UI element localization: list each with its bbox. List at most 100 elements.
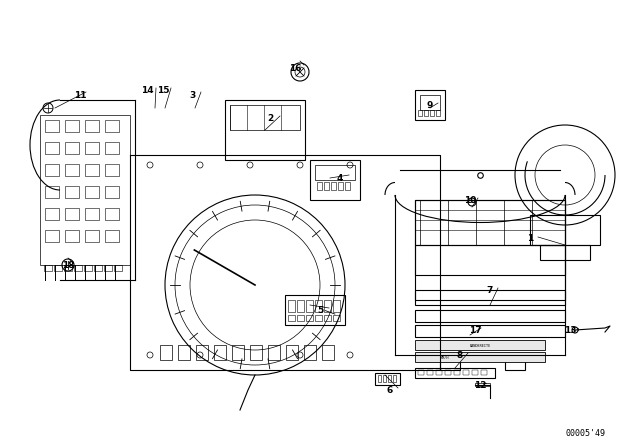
Text: 2: 2: [267, 113, 273, 122]
Bar: [196, 345, 208, 360]
Text: 3: 3: [189, 90, 195, 99]
Text: 1: 1: [527, 233, 533, 242]
Bar: [85, 164, 99, 176]
Bar: [427, 370, 433, 375]
Bar: [74, 265, 82, 271]
Bar: [315, 165, 355, 180]
Bar: [445, 370, 451, 375]
Text: 15: 15: [157, 86, 169, 95]
Bar: [415, 200, 565, 300]
Bar: [415, 200, 565, 245]
Bar: [45, 230, 59, 242]
Text: 17: 17: [468, 326, 481, 335]
Bar: [85, 186, 99, 198]
Text: 16: 16: [289, 64, 301, 73]
Bar: [64, 265, 72, 271]
Bar: [85, 142, 99, 154]
Bar: [338, 182, 343, 190]
Bar: [430, 110, 434, 116]
Text: 6: 6: [387, 385, 393, 395]
Bar: [317, 182, 322, 190]
Bar: [286, 345, 298, 360]
Bar: [463, 370, 469, 375]
Bar: [383, 375, 386, 382]
Bar: [45, 164, 59, 176]
Bar: [288, 315, 295, 321]
Bar: [454, 370, 460, 375]
Bar: [85, 230, 99, 242]
Bar: [104, 265, 112, 271]
Text: 12: 12: [474, 380, 486, 389]
Bar: [85, 120, 99, 132]
Bar: [415, 90, 445, 120]
Text: BANDBREITE: BANDBREITE: [469, 344, 491, 348]
Bar: [105, 208, 119, 220]
Bar: [415, 368, 495, 378]
Bar: [306, 315, 313, 321]
Text: 7: 7: [487, 285, 493, 294]
Bar: [420, 95, 440, 110]
Bar: [505, 355, 525, 370]
Bar: [114, 265, 122, 271]
Text: 00005'49: 00005'49: [565, 428, 605, 438]
Bar: [418, 110, 422, 116]
Bar: [375, 373, 400, 385]
Bar: [436, 370, 442, 375]
Bar: [378, 375, 381, 382]
Text: 11: 11: [74, 90, 86, 99]
Bar: [415, 290, 565, 305]
Bar: [65, 164, 79, 176]
Bar: [481, 370, 487, 375]
Bar: [54, 265, 62, 271]
Bar: [40, 115, 130, 265]
Text: 4: 4: [337, 173, 343, 182]
Bar: [415, 340, 545, 350]
Bar: [105, 142, 119, 154]
Bar: [288, 300, 295, 312]
Text: 18: 18: [61, 260, 74, 270]
Bar: [65, 142, 79, 154]
Bar: [297, 300, 304, 312]
Text: 13: 13: [564, 326, 576, 335]
Bar: [214, 345, 226, 360]
Bar: [440, 355, 460, 370]
Bar: [310, 160, 360, 200]
Bar: [45, 208, 59, 220]
Bar: [315, 315, 322, 321]
Bar: [45, 142, 59, 154]
Bar: [225, 100, 305, 160]
Bar: [45, 120, 59, 132]
Bar: [530, 215, 600, 245]
Text: 9: 9: [427, 100, 433, 109]
Bar: [160, 345, 172, 360]
Bar: [324, 182, 329, 190]
Text: 5: 5: [317, 306, 323, 314]
Bar: [388, 375, 391, 382]
Text: KM/H: KM/H: [441, 356, 449, 360]
Bar: [268, 345, 280, 360]
Bar: [540, 245, 590, 260]
Bar: [105, 230, 119, 242]
Bar: [415, 352, 545, 362]
Bar: [324, 300, 331, 312]
Text: 8: 8: [457, 350, 463, 359]
Bar: [315, 300, 322, 312]
Bar: [415, 325, 565, 337]
Bar: [94, 265, 102, 271]
Bar: [105, 186, 119, 198]
Bar: [45, 186, 59, 198]
Bar: [418, 370, 424, 375]
Bar: [324, 315, 331, 321]
Bar: [230, 105, 300, 130]
Bar: [65, 120, 79, 132]
Bar: [250, 345, 262, 360]
Bar: [345, 182, 350, 190]
Bar: [105, 120, 119, 132]
Bar: [65, 230, 79, 242]
Bar: [85, 208, 99, 220]
Bar: [415, 245, 565, 275]
Bar: [65, 208, 79, 220]
Bar: [232, 345, 244, 360]
Bar: [306, 300, 313, 312]
Bar: [436, 110, 440, 116]
